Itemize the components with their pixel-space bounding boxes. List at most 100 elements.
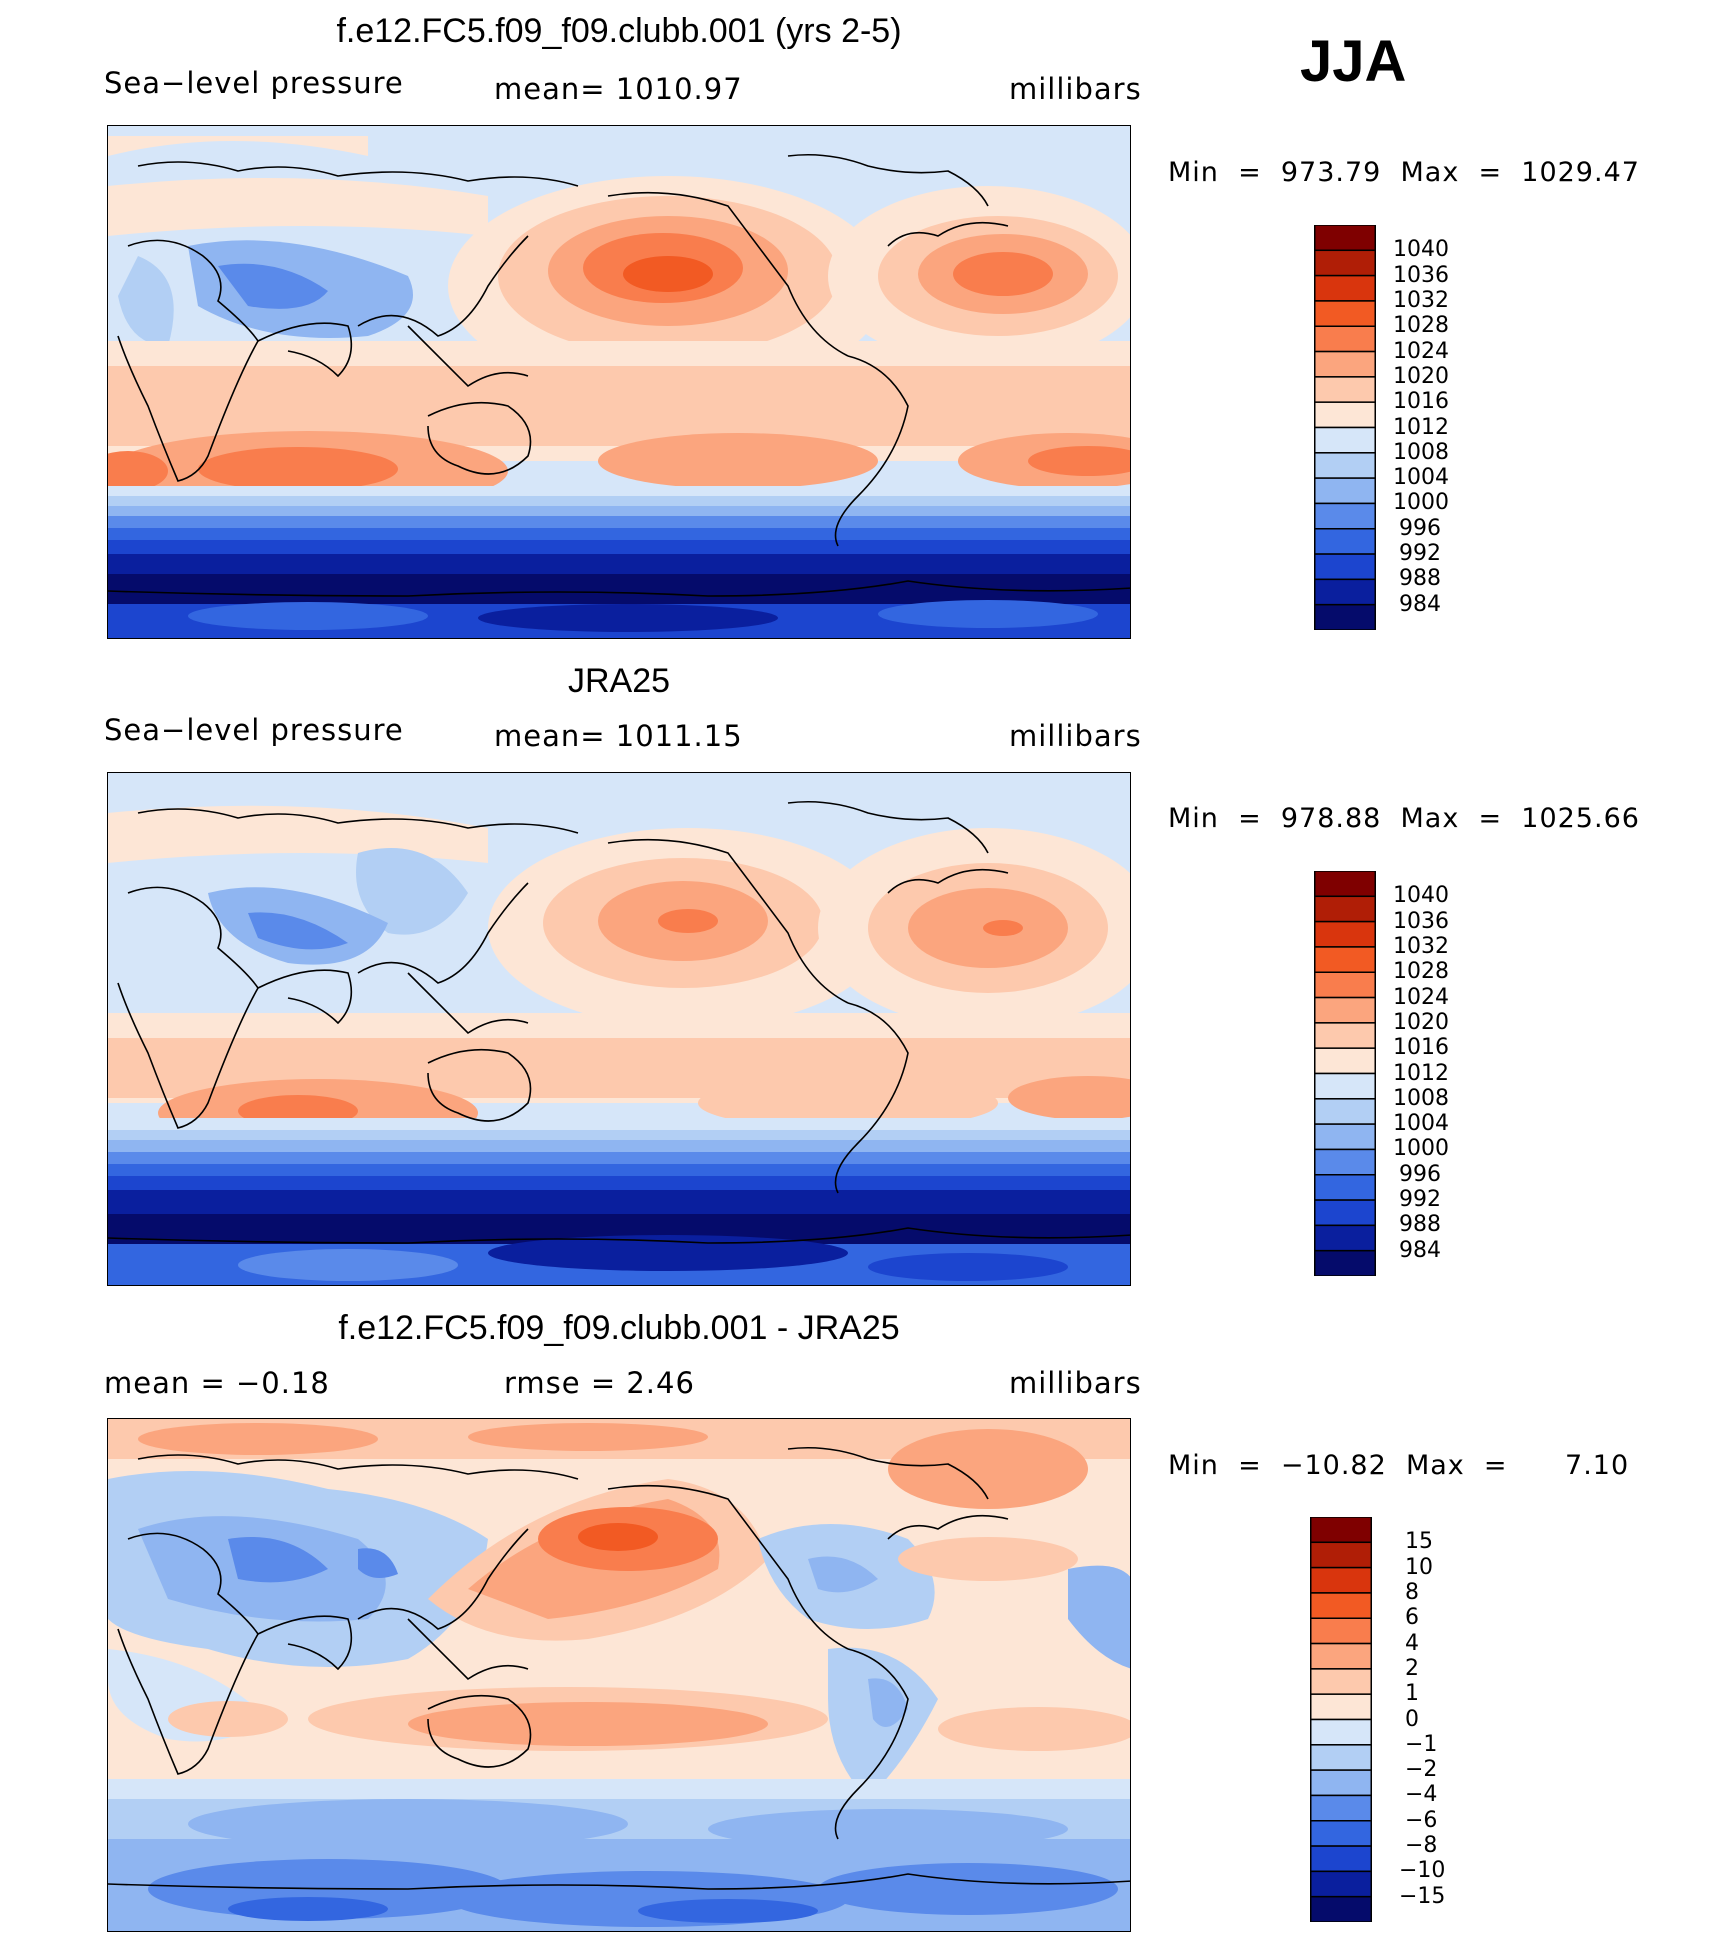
colorbar-diff xyxy=(1310,1517,1372,1922)
colorbar-level-label: 8 xyxy=(1405,1579,1419,1605)
colorbar-level-label: 15 xyxy=(1405,1529,1433,1555)
colorbar-swatch xyxy=(1314,1022,1376,1049)
units-label-diff: millibars xyxy=(1009,1366,1142,1400)
variable-label-obs: Sea−level pressure xyxy=(104,713,404,747)
colorbar-level-label: 984 xyxy=(1399,591,1441,617)
colorbar-swatch xyxy=(1314,1098,1376,1125)
colorbar-swatch xyxy=(1310,1769,1372,1797)
colorbar-obs xyxy=(1314,871,1376,1276)
minmax-label-diff: Min = −10.82 Max = 7.10 xyxy=(1168,1450,1630,1481)
colorbar-level-label: 1012 xyxy=(1393,414,1449,440)
colorbar-swatch xyxy=(1314,946,1376,973)
colorbar-swatch xyxy=(1314,920,1376,948)
colorbar-swatch xyxy=(1314,249,1376,277)
units-label-model: millibars xyxy=(1009,72,1142,106)
colorbar-level-label: −1 xyxy=(1405,1731,1438,1757)
colorbar-level-label: 1 xyxy=(1405,1681,1419,1707)
minmax-label-model: Min = 973.79 Max = 1029.47 xyxy=(1168,157,1640,188)
colorbar-level-label: 2 xyxy=(1405,1655,1419,1681)
colorbar-swatch xyxy=(1314,1174,1376,1201)
colorbar-swatch xyxy=(1314,274,1376,302)
rmse-label-diff: rmse = 2.46 xyxy=(504,1366,695,1400)
colorbar-swatch xyxy=(1310,1718,1372,1746)
colorbar-level-label: 0 xyxy=(1405,1706,1419,1732)
colorbar-level-label: 992 xyxy=(1399,1187,1441,1213)
colorbar-level-label: −6 xyxy=(1405,1807,1438,1833)
colorbar-swatch xyxy=(1314,477,1376,505)
colorbar-level-label: −4 xyxy=(1405,1782,1438,1808)
colorbar-swatch xyxy=(1310,1693,1372,1721)
variable-label-model: Sea−level pressure xyxy=(104,66,404,100)
colorbar-swatch xyxy=(1314,426,1376,454)
colorbar-swatch xyxy=(1314,225,1376,252)
colorbar-swatch xyxy=(1314,971,1376,999)
colorbar-level-label: 1024 xyxy=(1393,984,1449,1010)
colorbar-swatch xyxy=(1314,1148,1376,1176)
colorbar-level-label: 1040 xyxy=(1393,883,1449,909)
colorbar-swatch xyxy=(1314,603,1376,630)
colorbar-swatch xyxy=(1310,1668,1372,1695)
minmax-label-obs: Min = 978.88 Max = 1025.66 xyxy=(1168,803,1640,834)
colorbar-level-label: 10 xyxy=(1405,1554,1433,1580)
map-obs xyxy=(107,772,1131,1286)
colorbar-swatch xyxy=(1314,1224,1376,1252)
colorbar-swatch xyxy=(1314,553,1376,581)
colorbar-swatch xyxy=(1314,376,1376,403)
colorbar-swatch xyxy=(1310,1541,1372,1569)
colorbar-swatch xyxy=(1310,1517,1372,1544)
colorbar-level-label: 1028 xyxy=(1393,313,1449,339)
colorbar-level-label: 1024 xyxy=(1393,338,1449,364)
colorbar-level-label: 1012 xyxy=(1393,1060,1449,1086)
colorbar-swatch xyxy=(1314,871,1376,898)
colorbar-level-label: −10 xyxy=(1399,1858,1446,1884)
panel-title-diff: f.e12.FC5.f09_f09.clubb.001 - JRA25 xyxy=(338,1309,900,1347)
colorbar-level-label: −8 xyxy=(1405,1833,1438,1859)
colorbar-swatch xyxy=(1314,895,1376,923)
colorbar-level-label: 1032 xyxy=(1393,287,1449,313)
colorbar-level-label: 988 xyxy=(1399,1212,1441,1238)
colorbar-level-label: 4 xyxy=(1405,1630,1419,1656)
colorbar-swatch xyxy=(1314,1199,1376,1227)
colorbar-swatch xyxy=(1310,1820,1372,1847)
colorbar-level-label: 1004 xyxy=(1393,1111,1449,1137)
colorbar-swatch xyxy=(1314,1047,1376,1075)
colorbar-level-label: 992 xyxy=(1399,541,1441,567)
colorbar-swatch xyxy=(1310,1744,1372,1771)
colorbar-labels-diff: 15 10 8 6 4 2 1 0 −1 −2 −4 −6 −8 −10 −15 xyxy=(1393,1517,1493,1922)
panel-title-model: f.e12.FC5.f09_f09.clubb.001 (yrs 2-5) xyxy=(336,12,902,50)
colorbar-swatch xyxy=(1310,1870,1372,1898)
colorbar-level-label: 1008 xyxy=(1393,439,1449,465)
units-label-obs: millibars xyxy=(1009,719,1142,753)
map-diff xyxy=(107,1418,1131,1932)
season-label: JJA xyxy=(1300,29,1407,94)
colorbar-level-label: 988 xyxy=(1399,566,1441,592)
mean-label-model: mean= 1010.97 xyxy=(494,72,743,106)
colorbar-level-label: 1036 xyxy=(1393,262,1449,288)
colorbar-level-label: 1000 xyxy=(1393,1136,1449,1162)
colorbar-level-label: 1040 xyxy=(1393,237,1449,263)
colorbar-labels-model: 1040 1036 1032 1028 1024 1020 1016 1012 1008 1004… xyxy=(1393,225,1493,630)
colorbar-labels-obs: 1040 1036 1032 1028 1024 1020 1016 1012 1008 1004… xyxy=(1393,871,1493,1276)
colorbar-level-label: 1020 xyxy=(1393,363,1449,389)
colorbar-model xyxy=(1314,225,1376,630)
colorbar-swatch xyxy=(1314,1123,1376,1151)
colorbar-swatch xyxy=(1314,996,1376,1024)
colorbar-swatch xyxy=(1314,528,1376,555)
colorbar-swatch xyxy=(1314,1249,1376,1276)
colorbar-swatch xyxy=(1310,1794,1372,1822)
colorbar-level-label: 1016 xyxy=(1393,1035,1449,1061)
colorbar-level-label: 984 xyxy=(1399,1237,1441,1263)
colorbar-swatch xyxy=(1310,1642,1372,1670)
colorbar-level-label: 1000 xyxy=(1393,490,1449,516)
colorbar-swatch xyxy=(1314,401,1376,429)
colorbar-swatch xyxy=(1310,1592,1372,1619)
colorbar-swatch xyxy=(1314,502,1376,530)
colorbar-level-label: 1008 xyxy=(1393,1085,1449,1111)
colorbar-swatch xyxy=(1310,1566,1372,1594)
colorbar-level-label: 1028 xyxy=(1393,959,1449,985)
colorbar-swatch xyxy=(1314,300,1376,327)
colorbar-level-label: 1016 xyxy=(1393,389,1449,415)
colorbar-level-label: 1004 xyxy=(1393,465,1449,491)
panel-title-obs: JRA25 xyxy=(567,662,671,700)
colorbar-swatch xyxy=(1314,350,1376,378)
